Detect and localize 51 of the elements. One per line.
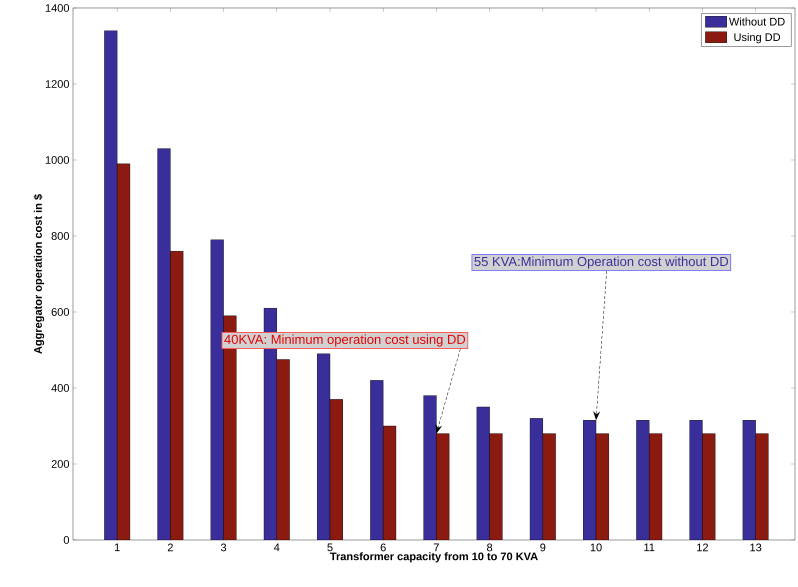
y-tick-label: 0: [64, 536, 70, 544]
x-tick-label: 5: [327, 544, 333, 552]
bar: [702, 433, 716, 540]
x-tick-label: 11: [644, 544, 654, 552]
bar: [755, 433, 769, 540]
x-axis-title: Transformer capacity from 10 to 70 KVA: [330, 552, 538, 562]
bar: [596, 433, 609, 540]
bar: [530, 418, 544, 540]
bar: [476, 406, 490, 540]
bar: [330, 399, 343, 540]
annotation: 55 KVA:Minimum Operation cost without DD: [474, 256, 728, 269]
y-axis-title: Aggregator operation cost in $: [34, 194, 44, 354]
x-tick-label: 12: [697, 544, 708, 552]
y-tick-label: 1200: [46, 80, 70, 88]
x-tick-label: 10: [590, 544, 602, 552]
bar: [210, 240, 224, 540]
annotation: 40KVA: Minimum operation cost using DD: [224, 334, 466, 347]
bar: [116, 164, 130, 540]
legend-label: Using DD: [734, 32, 780, 44]
bar: [583, 420, 596, 540]
bar: [689, 420, 703, 540]
bar: [649, 433, 662, 540]
legend-label: Without DD: [729, 18, 785, 26]
x-tick-label: 3: [220, 544, 226, 552]
bar: [436, 433, 450, 540]
x-tick-label: 4: [274, 544, 280, 552]
x-tick-label: 7: [434, 544, 439, 552]
x-tick-label: 2: [168, 544, 173, 552]
bar: [636, 420, 650, 540]
bar: [423, 395, 437, 540]
bar: [382, 426, 396, 540]
bar: [742, 420, 756, 540]
bar: [489, 433, 503, 540]
x-tick-label: 6: [380, 544, 386, 552]
y-tick-label: 1000: [46, 156, 70, 164]
bar: [104, 30, 118, 540]
y-tick-label: 400: [51, 384, 70, 392]
x-tick-label: 13: [750, 544, 762, 552]
x-tick-label: 8: [487, 544, 492, 552]
bar: [370, 380, 384, 540]
bar: [542, 433, 556, 540]
bar: [276, 359, 290, 540]
bar: [170, 251, 184, 540]
bar: [317, 354, 330, 540]
y-tick-label: 200: [52, 460, 70, 468]
bar: [157, 148, 171, 540]
x-tick-label: 9: [540, 544, 546, 552]
y-tick-label: 1400: [46, 4, 70, 12]
y-tick-label: 800: [52, 232, 70, 240]
x-tick-label: 1: [114, 544, 120, 552]
y-tick-label: 600: [52, 308, 70, 316]
